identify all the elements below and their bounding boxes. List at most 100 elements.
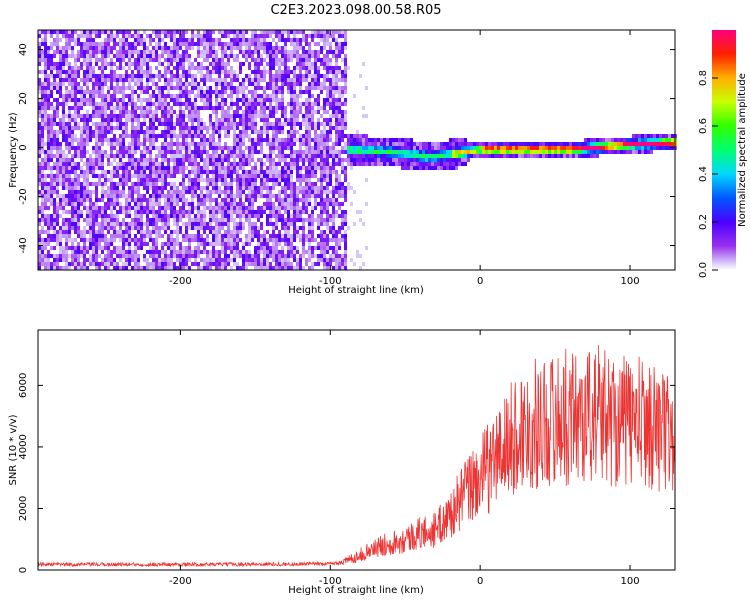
heatmap-cell	[218, 134, 221, 138]
heatmap-cell	[74, 42, 77, 46]
heatmap-cell	[134, 186, 137, 190]
heatmap-cell	[266, 214, 269, 218]
heatmap-cell	[128, 110, 131, 114]
heatmap-cell	[251, 130, 254, 134]
heatmap-cell	[149, 110, 152, 114]
heatmap-cell	[176, 38, 179, 42]
heatmap-cell	[248, 126, 251, 130]
heatmap-cell	[38, 210, 41, 214]
heatmap-cell	[53, 118, 56, 122]
heatmap-cell	[329, 246, 332, 250]
heatmap-cell	[128, 62, 131, 66]
heatmap-cell	[323, 118, 326, 122]
heatmap-cell	[77, 178, 80, 182]
heatmap-cell	[107, 102, 110, 106]
heatmap-cell	[47, 54, 50, 58]
heatmap-cell	[86, 66, 89, 70]
heatmap-cell	[302, 134, 305, 138]
heatmap-cell	[200, 126, 203, 130]
heatmap-cell	[260, 74, 263, 78]
heatmap-cell	[89, 210, 92, 214]
heatmap-cell	[344, 42, 347, 46]
heatmap-cell	[254, 150, 257, 154]
heatmap-cell	[119, 50, 122, 54]
heatmap-cell	[149, 170, 152, 174]
heatmap-cell	[149, 78, 152, 82]
heatmap-cell	[176, 78, 179, 82]
heatmap-cell	[128, 242, 131, 246]
heatmap-cell	[302, 138, 305, 142]
heatmap-cell	[50, 70, 53, 74]
heatmap-cell	[251, 58, 254, 62]
heatmap-cell	[173, 214, 176, 218]
heatmap-cell	[338, 70, 341, 74]
heatmap-cell	[221, 50, 224, 54]
heatmap-cell	[233, 246, 236, 250]
heatmap-cell	[239, 250, 242, 254]
heatmap-cell	[278, 78, 281, 82]
heatmap-cell	[332, 206, 335, 210]
heatmap-cell	[146, 202, 149, 206]
heatmap-cell	[326, 218, 329, 222]
heatmap-cell	[305, 50, 308, 54]
heatmap-cell	[275, 34, 278, 38]
heatmap-cell	[332, 150, 335, 154]
heatmap-cell	[47, 218, 50, 222]
heatmap-cell	[68, 106, 71, 110]
heatmap-cell	[308, 258, 311, 262]
heatmap-cell	[161, 162, 164, 166]
heatmap-cell	[38, 138, 41, 142]
heatmap-cell	[113, 266, 116, 270]
heatmap-cell	[83, 262, 86, 266]
heatmap-cell	[65, 70, 68, 74]
heatmap-cell	[272, 250, 275, 254]
heatmap-cell	[83, 142, 86, 146]
heatmap-cell	[59, 182, 62, 186]
heatmap-cell	[134, 114, 137, 118]
heatmap-cell	[89, 206, 92, 210]
heatmap-cell	[254, 98, 257, 102]
heatmap-cell	[293, 70, 296, 74]
heatmap-cell	[263, 78, 266, 82]
heatmap-cell	[68, 266, 71, 270]
heatmap-cell	[284, 266, 287, 270]
heatmap-cell	[257, 62, 260, 66]
heatmap-cell	[257, 42, 260, 46]
heatmap-cell	[326, 258, 329, 262]
heatmap-cell	[77, 162, 80, 166]
heatmap-cell	[350, 138, 353, 142]
heatmap-cell	[320, 30, 323, 34]
heatmap-cell	[284, 114, 287, 118]
heatmap-cell	[185, 246, 188, 250]
heatmap-cell	[173, 98, 176, 102]
heatmap-cell	[206, 238, 209, 242]
heatmap-cell	[203, 238, 206, 242]
heatmap-cell	[71, 186, 74, 190]
heatmap-cell	[155, 202, 158, 206]
heatmap-cell	[95, 150, 98, 154]
heatmap-cell	[257, 250, 260, 254]
heatmap-cell	[152, 226, 155, 230]
heatmap-cell	[164, 42, 167, 46]
heatmap-cell	[188, 226, 191, 230]
heatmap-cell	[344, 214, 347, 218]
heatmap-cell	[53, 262, 56, 266]
heatmap-cell	[323, 30, 326, 34]
heatmap-cell	[263, 194, 266, 198]
heatmap-cell	[296, 162, 299, 166]
heatmap-cell	[152, 246, 155, 250]
heatmap-cell	[92, 174, 95, 178]
heatmap-cell	[158, 154, 161, 158]
heatmap-cell	[122, 78, 125, 82]
heatmap-cell	[110, 118, 113, 122]
heatmap-cell	[275, 154, 278, 158]
heatmap-cell	[128, 58, 131, 62]
heatmap-cell	[158, 98, 161, 102]
heatmap-cell	[311, 82, 314, 86]
heatmap-cell	[302, 190, 305, 194]
heatmap-cell	[281, 102, 284, 106]
heatmap-cell	[185, 42, 188, 46]
heatmap-cell	[269, 98, 272, 102]
heatmap-cell	[80, 54, 83, 58]
heatmap-cell	[272, 126, 275, 130]
